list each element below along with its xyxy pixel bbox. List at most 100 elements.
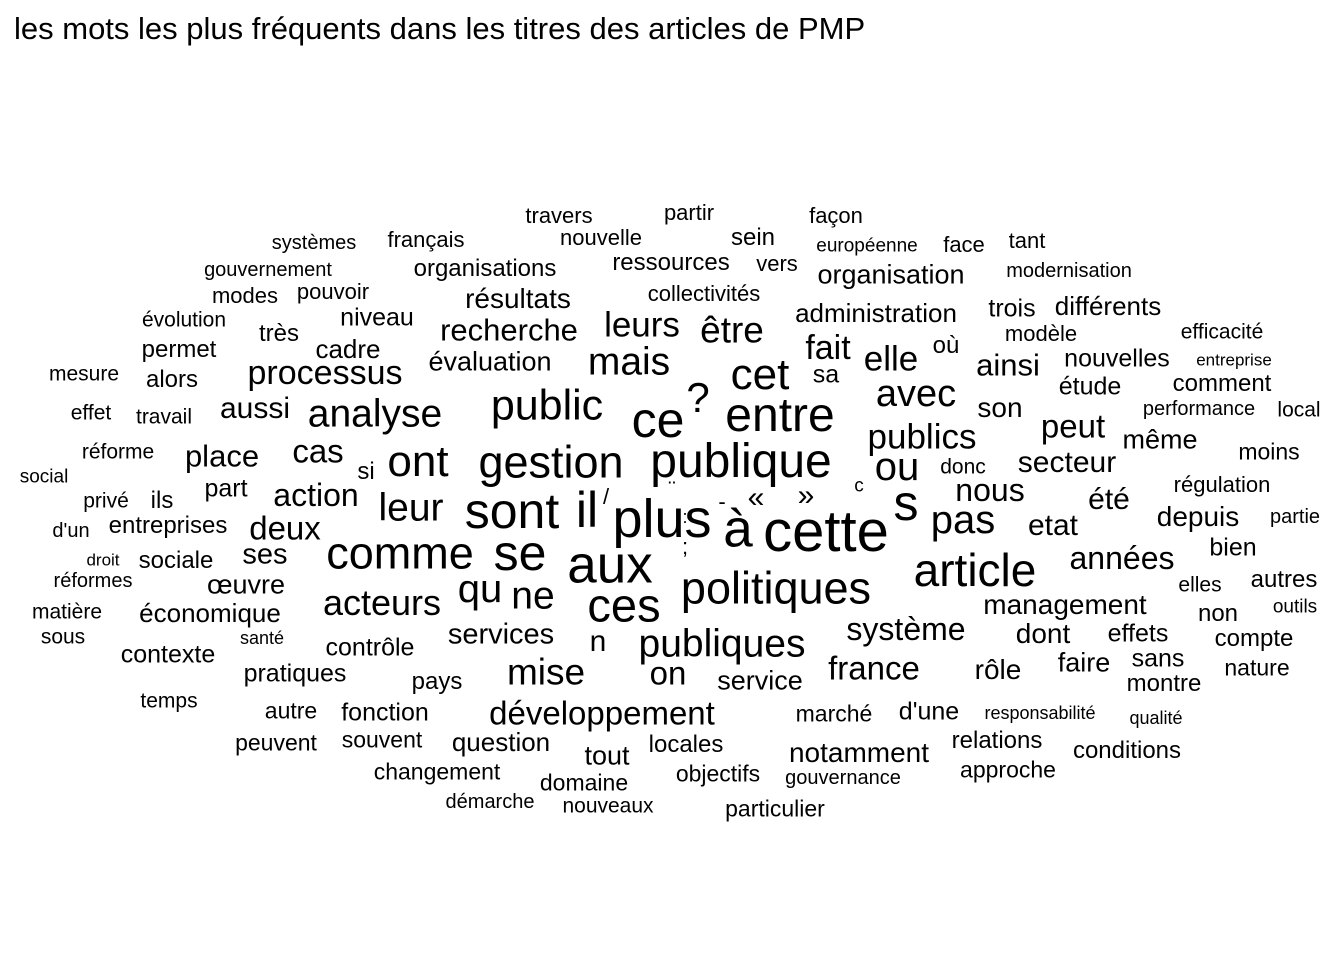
word-trois: trois (988, 294, 1036, 323)
chart-title: les mots les plus fréquents dans les tit… (14, 11, 866, 46)
word-dont: dont (1015, 618, 1071, 649)
word-symbol: « (747, 481, 765, 514)
word-uvre: œuvre (206, 569, 286, 600)
word-cadre: cadre (315, 334, 381, 364)
word-ainsi: ainsi (976, 347, 1040, 383)
word-symbol: ? (686, 374, 710, 421)
word-matiere: matière (31, 600, 103, 624)
word-relations: relations (951, 727, 1043, 754)
word-gouvernement: gouvernement (204, 259, 332, 281)
word-modes: modes (211, 283, 279, 308)
word-analyse: analyse (307, 392, 443, 436)
word-nouvelles: nouvelles (1064, 344, 1170, 373)
word-compte: compte (1214, 625, 1294, 652)
word-non: non (1197, 600, 1239, 627)
word-tant: tant (1008, 228, 1046, 253)
word-secteur: secteur (1017, 446, 1117, 479)
word-sein: sein (730, 224, 776, 251)
word-partir: partir (663, 200, 715, 225)
word-organisation: organisation (817, 259, 965, 290)
word-ne: ne (511, 574, 555, 618)
word-face: face (943, 232, 985, 257)
word-nouvelle: nouvelle (560, 225, 642, 250)
word-symbol: » (797, 479, 815, 512)
word-montre: montre (1126, 670, 1202, 697)
word-ses: ses (242, 538, 288, 571)
word-economique: économique (139, 598, 281, 628)
word-sans: sans (1131, 644, 1185, 673)
word-mesure: mesure (48, 362, 120, 386)
word-approche: approche (960, 756, 1056, 783)
word-processus: processus (247, 354, 403, 392)
word-permet: permet (141, 336, 217, 363)
word-controle: contrôle (325, 633, 415, 662)
word-alors: alors (145, 366, 199, 393)
word-ete: été (1088, 483, 1130, 516)
word-modele: modèle (1004, 321, 1078, 346)
word-fait: fait (805, 329, 851, 367)
word-conditions: conditions (1072, 737, 1182, 764)
word-mais: mais (587, 340, 671, 384)
word-souvent: souvent (341, 726, 423, 753)
word-evaluation: évaluation (428, 346, 552, 377)
word-meme: même (1122, 424, 1198, 455)
word-symbol: - (718, 489, 726, 514)
word-reformes: réformes (53, 570, 133, 592)
word-gestion: gestion (478, 436, 624, 488)
word-resultats: résultats (465, 283, 571, 314)
word-responsabilite: responsabilité (984, 703, 1096, 723)
word-tout: tout (584, 740, 630, 771)
word-gouvernance: gouvernance (785, 767, 901, 789)
word-marche: marché (795, 700, 873, 727)
word-autres: autres (1250, 566, 1318, 593)
word-effet: effet (70, 401, 112, 425)
word-ce: ce (631, 392, 685, 448)
word-sa: sa (812, 360, 840, 389)
word-article: article (913, 544, 1037, 596)
word-fonction: fonction (341, 698, 429, 727)
word-ou: où (932, 332, 960, 359)
word-facon: façon (809, 203, 863, 228)
word-management: management (983, 589, 1147, 620)
word-moins: moins (1238, 438, 1300, 465)
word-deux: deux (249, 509, 321, 547)
word-sont: sont (464, 483, 560, 539)
word-evolution: évolution (141, 308, 227, 332)
word-entreprise: entreprise (1196, 350, 1272, 370)
word-changement: changement (373, 758, 501, 785)
word-faire: faire (1057, 647, 1111, 678)
word-mise: mise (506, 651, 586, 693)
word-services: services (447, 618, 555, 651)
word-on: on (649, 654, 687, 692)
word-nouveaux: nouveaux (562, 794, 654, 818)
word-pouvoir: pouvoir (296, 279, 370, 304)
word-symbol: : (682, 507, 688, 527)
word-vers: vers (756, 251, 798, 276)
word-s: s (893, 475, 919, 531)
word-systemes: systèmes (271, 232, 357, 254)
word-droit: droit (86, 550, 120, 570)
word-reforme: réforme (81, 440, 155, 464)
word-france: france (828, 649, 920, 687)
word-temps: temps (140, 689, 198, 713)
word-partie: partie (1269, 506, 1321, 528)
word-local: local (1277, 398, 1321, 422)
word-developpement: développement (489, 694, 715, 732)
word-leur: leur (378, 486, 444, 530)
word-prive: privé (83, 489, 129, 513)
word-sante: santé (239, 628, 285, 648)
word-action: action (273, 477, 359, 513)
word-publics: publics (867, 417, 977, 457)
word-modernisation: modernisation (1006, 260, 1132, 282)
word-tres: très (258, 320, 300, 347)
word-role: rôle (974, 654, 1022, 685)
word-niveau: niveau (340, 303, 414, 332)
word-ressources: ressources (612, 249, 730, 276)
word-entreprises: entreprises (108, 512, 228, 539)
word-plus: plus (612, 489, 712, 549)
word-leurs: leurs (604, 305, 680, 345)
word-ces: ces (587, 578, 661, 632)
word-se: se (493, 525, 547, 581)
word-social: social (19, 466, 69, 488)
word-service: service (717, 665, 803, 696)
